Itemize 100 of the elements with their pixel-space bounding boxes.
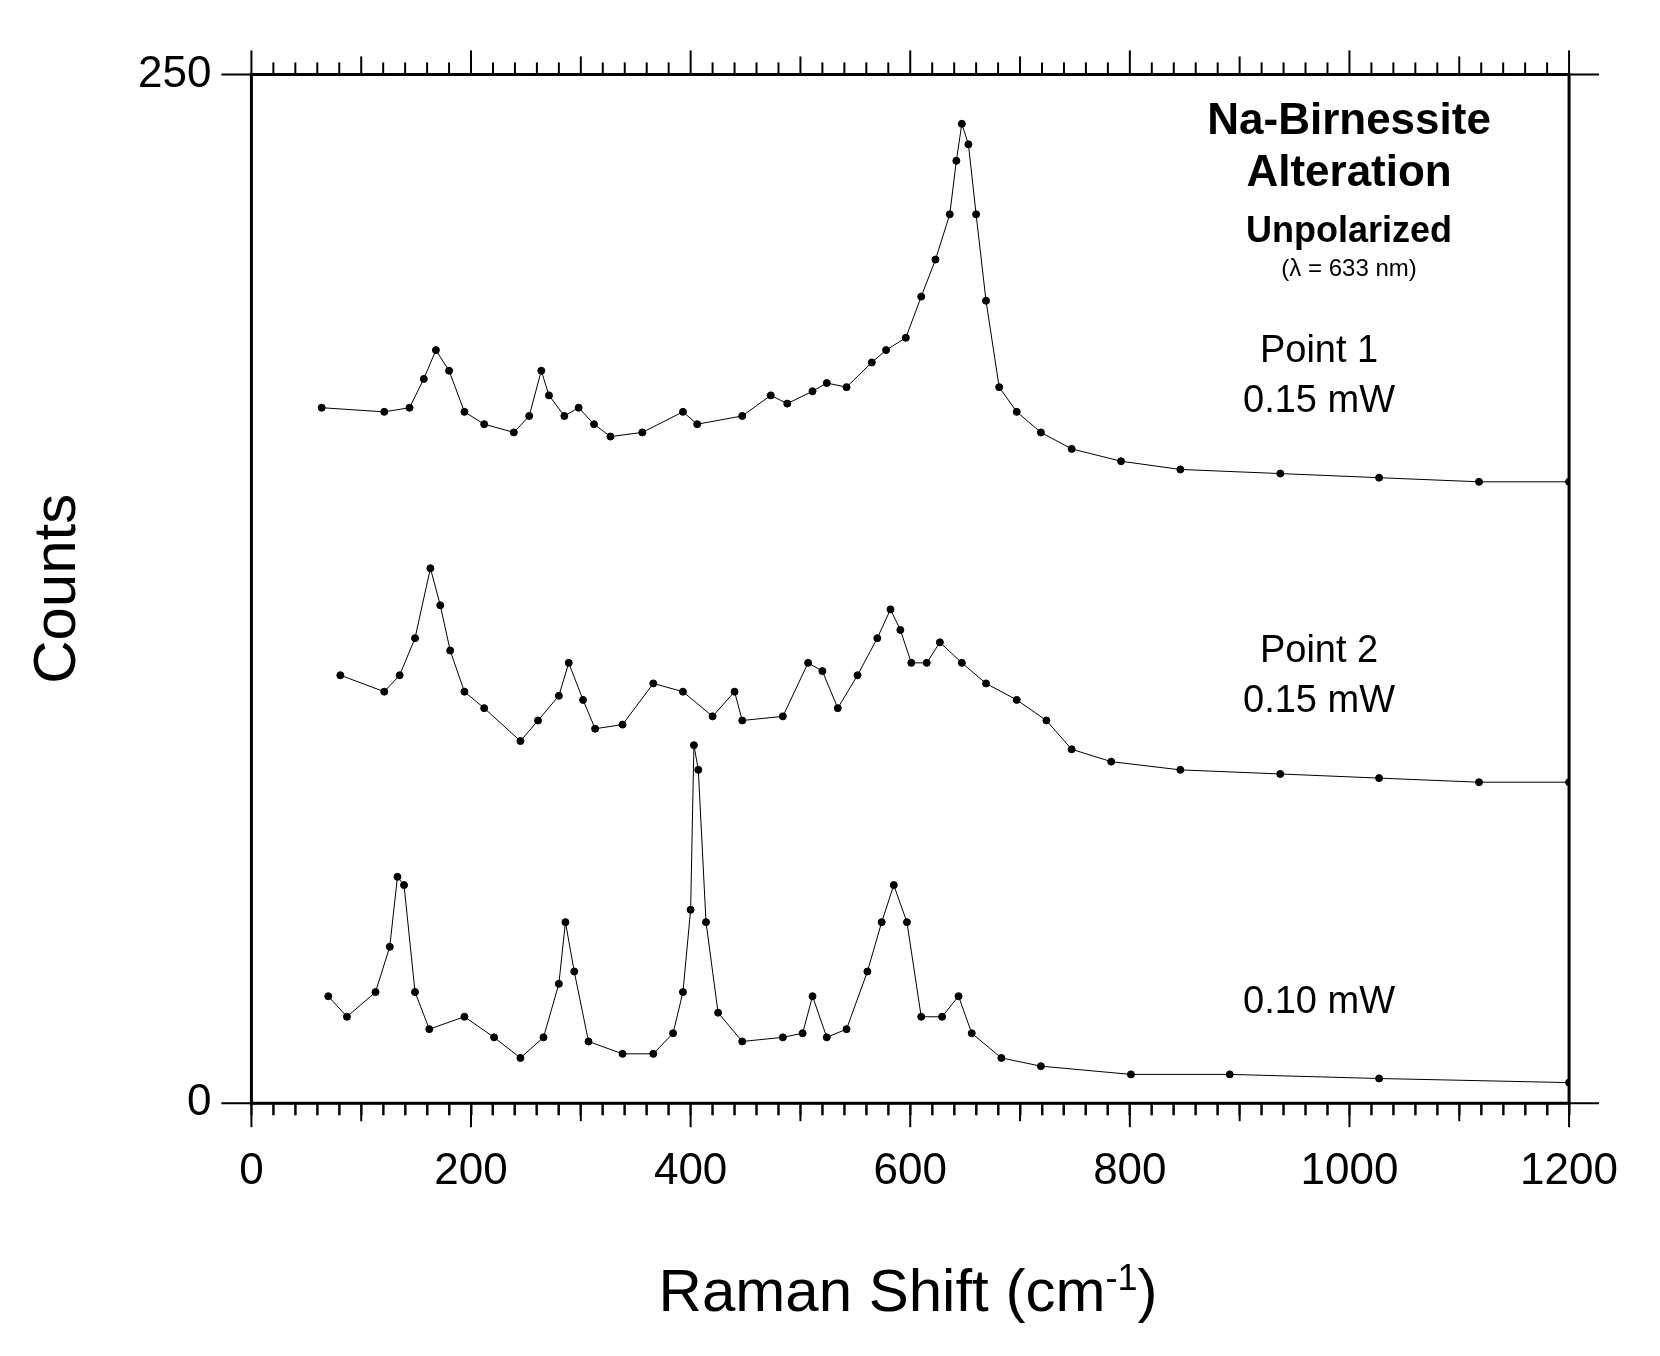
point [618,1049,627,1058]
point [324,992,333,1001]
point [525,411,534,420]
point [896,625,905,634]
x-tick-label: 600 [873,1143,947,1193]
point [1475,477,1484,486]
point [460,687,469,696]
point [317,403,326,412]
point [1225,1070,1234,1079]
point [395,671,404,680]
point [954,992,963,1001]
point [649,679,658,688]
point [957,658,966,667]
x-tick-label: 800 [1093,1143,1167,1193]
point [554,979,563,988]
point [1107,757,1116,766]
point [405,403,414,412]
point [561,918,570,927]
point [393,872,402,881]
point [822,1033,831,1042]
point [833,704,842,713]
point [1126,1070,1135,1079]
point [738,1037,747,1046]
point [1036,428,1045,437]
point [534,716,542,725]
point [982,296,990,305]
point [808,992,817,1001]
point [952,156,961,165]
point [766,391,775,400]
point [336,671,345,680]
point [863,967,872,976]
point [564,658,573,667]
point [842,383,851,392]
point [445,366,454,375]
point [778,712,787,721]
point [1276,469,1285,478]
point [1375,1074,1384,1083]
point [708,712,717,721]
point [804,658,813,667]
point [480,420,489,429]
series-label: Point 2 0.15 mW [1243,628,1396,721]
point [380,407,389,416]
series-label: Point 1 0.15 mW [1243,327,1396,420]
point [371,988,380,997]
point [606,432,615,441]
annotation: (λ = 633 nm) [1281,254,1417,282]
x-tick-label: 0 [239,1143,264,1193]
point [808,387,817,396]
point [1176,765,1185,774]
point [590,420,598,429]
point [730,687,739,696]
point [917,1012,926,1021]
point [431,346,440,355]
point [460,407,469,416]
point [1375,774,1384,783]
point [738,716,747,725]
point [778,1033,787,1042]
point [411,634,420,643]
point [877,918,886,927]
x-tick-label: 1000 [1300,1143,1399,1193]
point [972,210,981,219]
point [1117,457,1126,466]
point [490,1033,499,1042]
point [798,1029,807,1038]
point [419,374,428,383]
point [693,420,702,429]
point [509,428,518,437]
point [922,658,931,667]
point [931,255,940,264]
text: Na-Birnessite Alteration [1207,94,1491,196]
point [867,358,876,367]
point [678,407,687,416]
x-tick-label: 1200 [1520,1143,1618,1193]
point [907,658,916,667]
point [694,765,703,774]
point [686,905,695,914]
point [1012,407,1021,416]
point [901,333,910,342]
point [889,881,898,890]
point [649,1049,658,1058]
point [400,881,409,890]
point [537,366,546,375]
point [516,1053,525,1062]
point [886,605,895,614]
x-axis-title: Raman Shift (cm$^{-1}$) [658,1257,1158,1324]
point [935,638,944,647]
point [446,646,455,655]
point [938,1012,947,1021]
point [618,720,627,729]
point [411,988,420,997]
point [579,695,588,704]
point [982,679,990,688]
point [480,704,489,713]
point [902,918,911,927]
point [638,428,647,437]
point [560,411,569,420]
point [873,634,882,643]
point [342,1012,351,1021]
point [380,687,389,696]
point [967,1029,976,1038]
